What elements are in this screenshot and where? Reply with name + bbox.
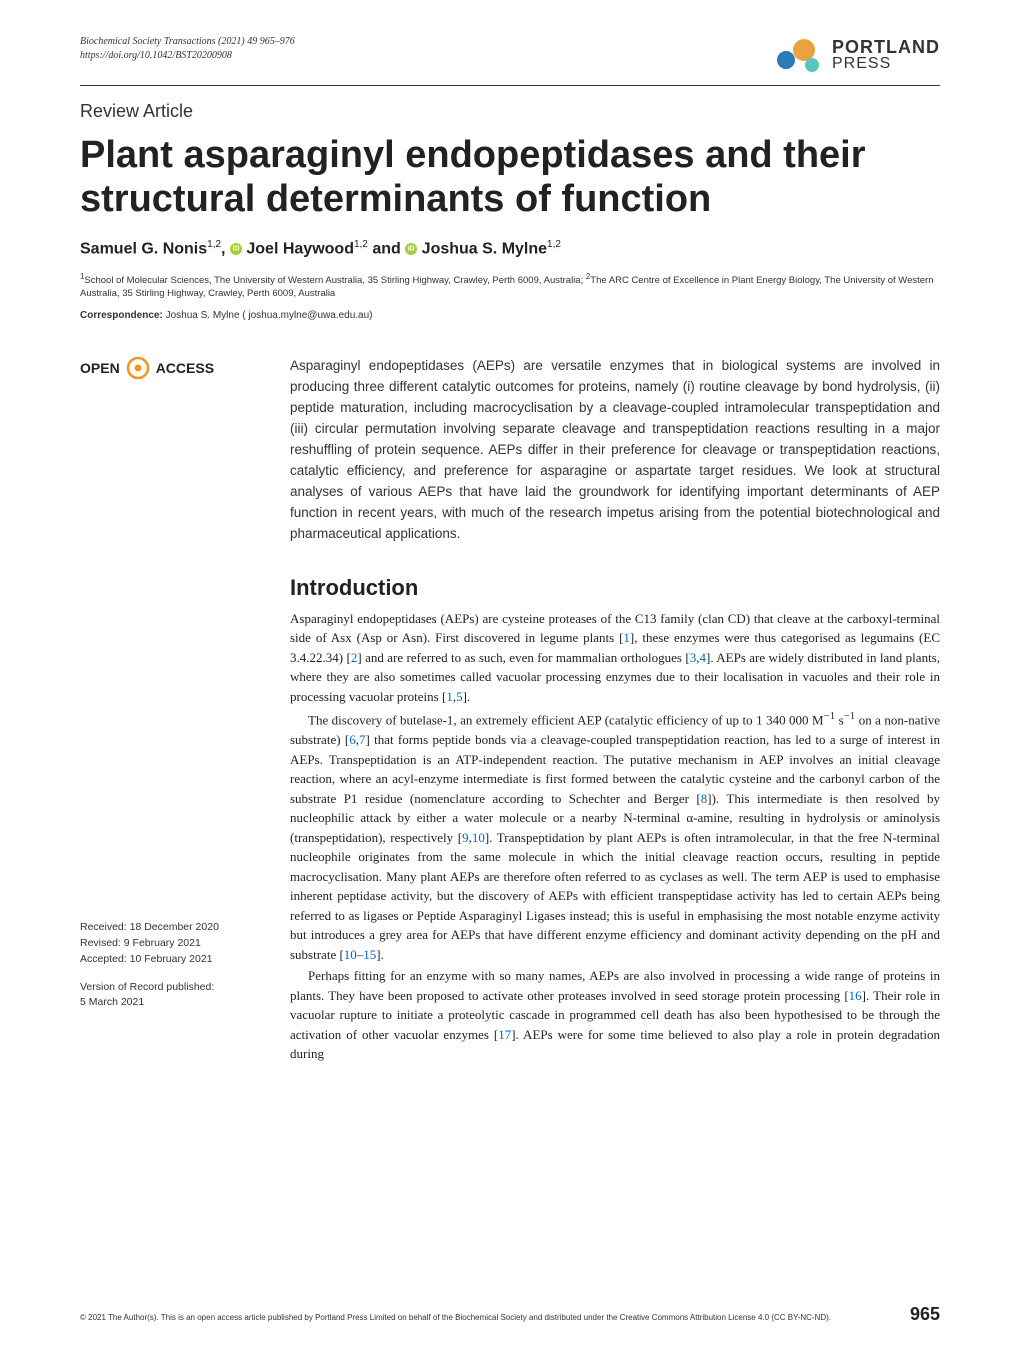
footer: © 2021 The Author(s). This is an open ac… xyxy=(80,1304,940,1325)
date-published: Version of Record published: 5 March 202… xyxy=(80,980,260,1012)
publisher-logo: PORTLAND PRESS xyxy=(774,35,940,75)
body-p3: Perhaps fitting for an enzyme with so ma… xyxy=(290,966,940,1064)
content-row: OPEN ACCESS Received: 18 December 2020 R… xyxy=(80,356,940,1065)
body-p1: Asparaginyl endopeptidases (AEPs) are cy… xyxy=(290,609,940,707)
publication-dates: Received: 18 December 2020 Revised: 9 Fe… xyxy=(80,920,260,1011)
body-text: Asparaginyl endopeptidases (AEPs) are cy… xyxy=(290,609,940,1064)
journal-meta: Biochemical Society Transactions (2021) … xyxy=(80,35,295,63)
correspondence: Correspondence: Joshua S. Mylne ( joshua… xyxy=(80,310,940,321)
journal-citation: Biochemical Society Transactions (2021) … xyxy=(80,35,295,49)
open-text: OPEN xyxy=(80,360,120,376)
open-access-badge: OPEN ACCESS xyxy=(80,356,260,380)
article-type: Review Article xyxy=(80,101,940,122)
access-text: ACCESS xyxy=(156,360,214,376)
logo-press: PRESS xyxy=(832,56,940,72)
correspondence-label: Correspondence: xyxy=(80,310,163,321)
logo-text: PORTLAND PRESS xyxy=(832,38,940,72)
right-column: Asparaginyl endopeptidases (AEPs) are ve… xyxy=(290,356,940,1065)
abstract: Asparaginyl endopeptidases (AEPs) are ve… xyxy=(290,356,940,544)
orcid-icon xyxy=(405,243,417,255)
correspondence-text: Joshua S. Mylne ( joshua.mylne@uwa.edu.a… xyxy=(163,310,373,321)
logo-portland: PORTLAND xyxy=(832,38,940,56)
portland-logo-icon xyxy=(774,35,824,75)
body-p2: The discovery of butelase-1, an extremel… xyxy=(290,708,940,964)
date-received: Received: 18 December 2020 Revised: 9 Fe… xyxy=(80,920,260,967)
affiliations: 1School of Molecular Sciences, The Unive… xyxy=(80,271,940,301)
orcid-icon xyxy=(230,243,242,255)
open-access-icon xyxy=(126,356,150,380)
authors: Samuel G. Nonis1,2, Joel Haywood1,2 and … xyxy=(80,239,940,258)
header-row: Biochemical Society Transactions (2021) … xyxy=(80,35,940,75)
left-column: OPEN ACCESS Received: 18 December 2020 R… xyxy=(80,356,260,1065)
article-title: Plant asparaginyl endopeptidases and the… xyxy=(80,134,940,221)
section-heading: Introduction xyxy=(290,575,940,601)
page-number: 965 xyxy=(910,1304,940,1325)
journal-doi: https://doi.org/10.1042/BST20200908 xyxy=(80,49,295,63)
header-divider xyxy=(80,85,940,86)
copyright: © 2021 The Author(s). This is an open ac… xyxy=(80,1313,831,1322)
